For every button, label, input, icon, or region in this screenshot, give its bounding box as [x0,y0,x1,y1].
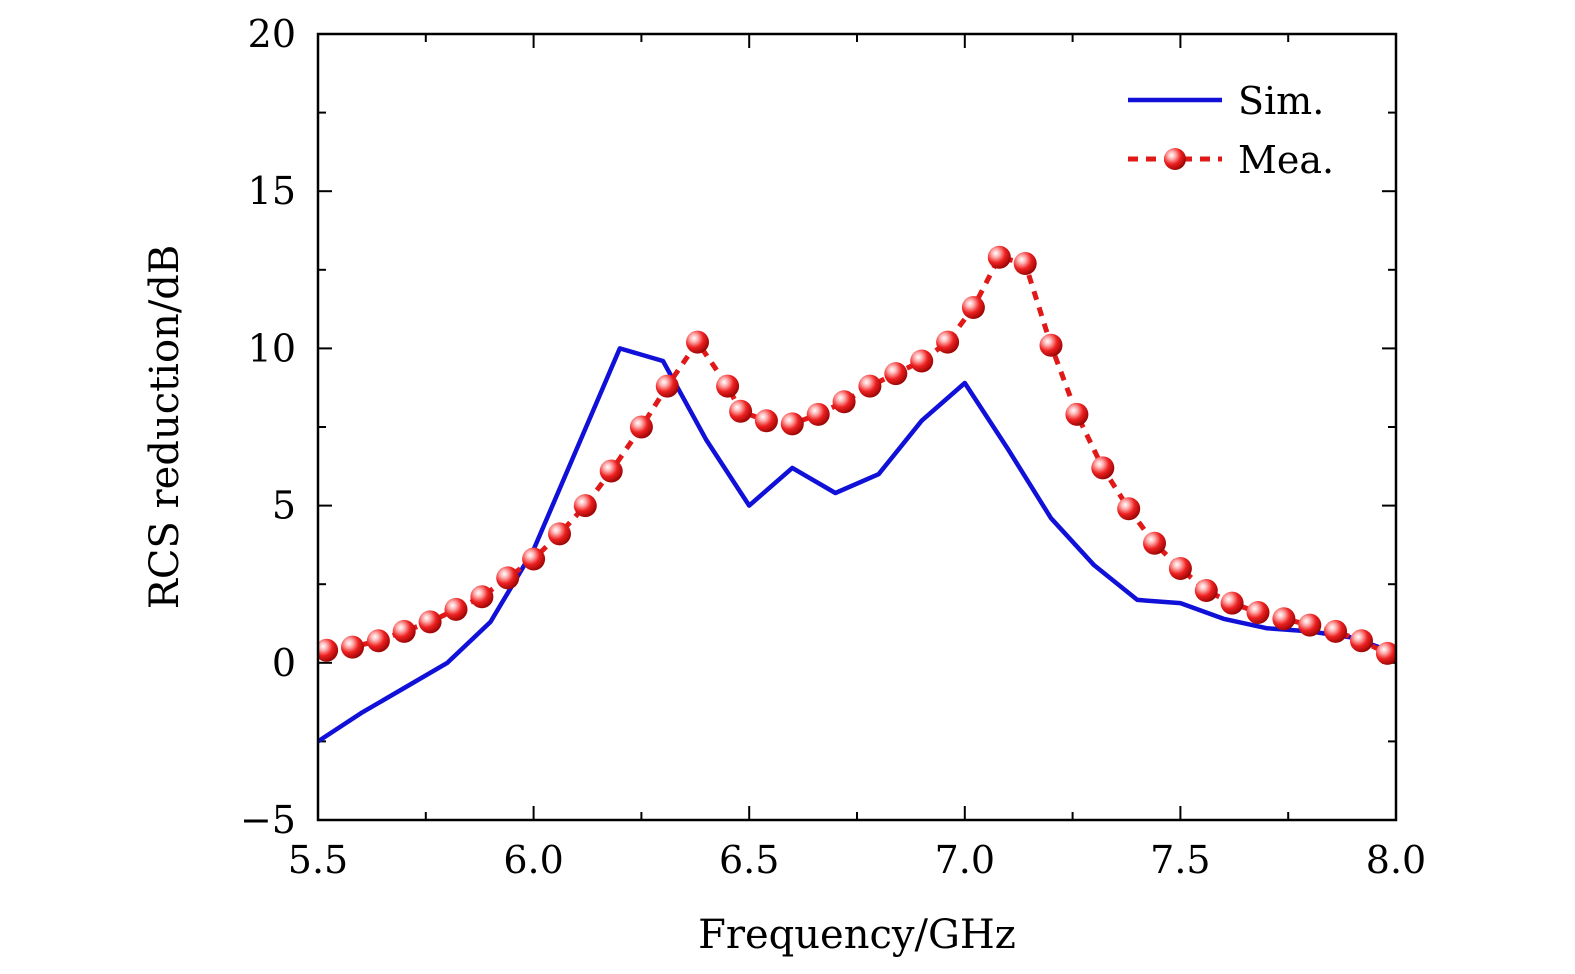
legend-label-mea: Mea. [1238,138,1334,182]
data-point-mea [1375,641,1396,665]
data-point-mea [1324,619,1348,643]
data-point-mea [780,412,804,436]
plot-frame [316,32,1398,822]
data-point-mea [1065,402,1089,426]
data-point-mea [686,330,709,354]
data-point-mea [716,374,740,398]
data-point-mea [1091,456,1115,480]
x-tick-label: 6.5 [719,838,779,882]
data-point-mea [1039,333,1063,357]
data-point-mea [599,459,623,483]
y-tick-label: 10 [248,326,296,370]
data-point-mea [910,349,934,373]
series-layer [318,245,1396,744]
data-point-mea [366,629,390,653]
data-point-mea [444,597,468,621]
data-point-mea [936,330,960,354]
data-point-mea [470,585,494,609]
data-point-mea [729,399,753,423]
data-point-mea [629,415,653,439]
data-point-mea [522,547,546,571]
x-tick-label: 6.0 [503,838,563,882]
data-point-mea [858,374,882,398]
y-tick-label: 0 [272,641,296,685]
data-point-mea [1298,613,1322,637]
legend-label-sim: Sim. [1238,79,1324,123]
data-point-mea [341,635,364,659]
x-tick-label: 5.5 [288,838,348,882]
data-point-mea [987,245,1011,269]
y-tick-label: −5 [240,798,296,842]
tick-labels: 5.5 6.0 6.5 7.0 7.5 8.0 −5 0 5 10 15 20 [240,12,1426,882]
x-tick-label: 7.5 [1150,838,1210,882]
x-axis-title: Frequency/GHz [698,912,1016,958]
axis-ticks [317,33,1397,821]
data-point-mea [1013,252,1037,275]
data-point-mea [884,362,908,386]
data-point-mea [806,402,830,426]
data-point-mea [1143,531,1166,555]
legend-swatch-mea-marker [1164,148,1186,170]
y-tick-label: 20 [248,12,296,56]
y-axis-title: RCS reduction/dB [142,245,188,610]
data-point-mea [1194,579,1218,602]
data-point-mea [392,619,416,643]
data-point-mea [1117,497,1141,521]
data-point-mea [1246,601,1270,624]
data-point-mea [1272,607,1296,631]
x-tick-label: 7.0 [935,838,995,882]
data-point-mea [1350,629,1373,653]
series-line-sim [318,346,1396,744]
legend: Sim. Mea. [1128,79,1334,182]
data-point-mea [754,409,778,433]
data-point-mea [1220,591,1244,615]
y-tick-label: 5 [272,484,296,528]
data-point-mea [961,296,985,319]
data-point-mea [573,494,597,518]
data-point-mea [1168,557,1192,580]
data-point-mea [318,638,339,662]
data-point-mea [655,374,679,398]
y-tick-label: 15 [248,169,296,213]
data-point-mea [418,610,442,634]
data-point-mea [496,566,520,590]
data-point-mea [548,522,571,546]
x-tick-label: 8.0 [1366,838,1426,882]
data-point-mea [832,390,856,414]
